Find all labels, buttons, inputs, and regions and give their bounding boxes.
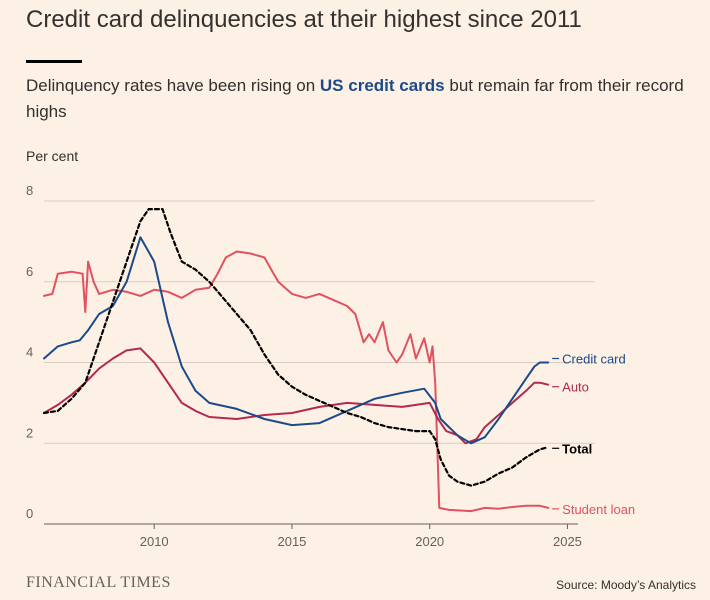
x-tick-label-2015: 2015 [277,534,306,549]
series-label-auto: Auto [562,380,589,395]
ft-logo: FINANCIAL TIMES [26,574,171,591]
x-tick-label-2010: 2010 [140,534,169,549]
series-line-total [42,208,550,487]
series-line-auto [43,347,550,445]
series-line-student-loan [43,250,550,513]
series-label-total: Total [562,441,592,456]
subtitle-highlight: US credit cards [319,76,445,95]
y-tick-label-6: 6 [26,264,33,279]
subtitle-text-after: but remain far from their record highs [26,76,684,121]
y-axis-units: Per cent [26,148,79,164]
y-tick-label-0: 0 [26,506,33,521]
title-rule [26,60,82,63]
chart-subtitle: Delinquency rates have been rising on US… [26,73,696,125]
y-tick-label-8: 8 [26,183,33,198]
y-tick-label-4: 4 [26,345,33,360]
source-note: Source: Moody’s Analytics [556,578,696,592]
subtitle-text-before: Delinquency rates have been rising on [26,76,320,95]
series-line-credit-card [43,236,550,445]
x-tick-label-2020: 2020 [415,534,444,549]
y-tick-label-2: 2 [26,425,33,440]
series-label-credit-card: Credit card [562,352,626,367]
x-tick-label-2025: 2025 [553,534,582,549]
series-label-student-loan: Student loan [562,502,635,517]
chart-title: Credit card delinquencies at their highe… [26,6,582,33]
